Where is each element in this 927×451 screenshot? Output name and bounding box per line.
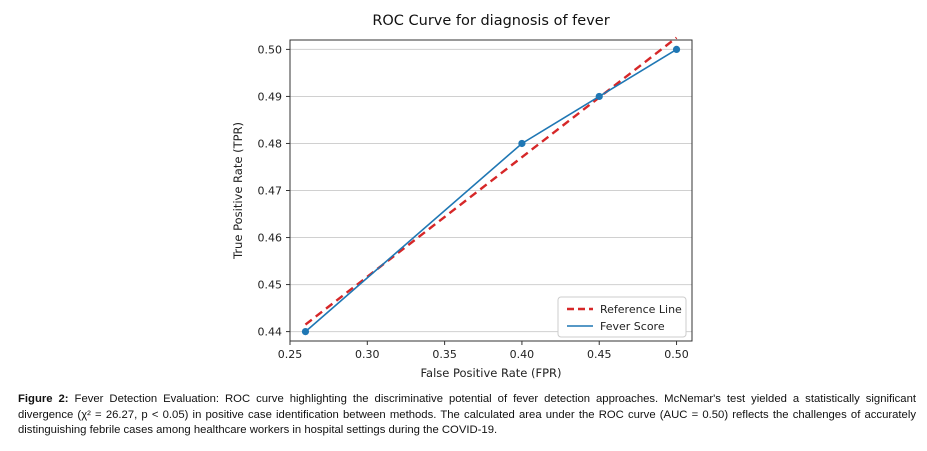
y-tick-label: 0.50 (258, 43, 283, 56)
roc-chart: ROC Curve for diagnosis of fever 0.440.4… (231, 13, 693, 380)
fever-score-point (672, 45, 681, 54)
x-tick-label: 0.35 (432, 348, 457, 361)
caption-text: Fever Detection Evaluation: ROC curve hi… (18, 393, 917, 436)
series-layer (301, 36, 681, 336)
x-tick-label: 0.30 (355, 348, 380, 361)
legend-fever-label: Fever Score (600, 320, 665, 333)
x-axis-title: False Positive Rate (FPR) (420, 366, 561, 380)
fever-score-line (304, 48, 677, 333)
reference-line (304, 36, 678, 326)
legend-box (557, 296, 687, 338)
y-tick-label: 0.45 (258, 279, 283, 292)
x-tick-label: 0.50 (664, 348, 689, 361)
fever-score-point (301, 327, 310, 336)
fever-score-point (518, 139, 526, 148)
legend: Reference Line Fever Score (557, 296, 687, 338)
figure-caption: Figure 2: Fever Detection Evaluation: RO… (18, 392, 916, 439)
tick-layer: 0.44 0.45 0.46 0.47 0.48 0.49 0.50 0.25 0.30 0.35… (258, 43, 689, 361)
y-axis-title: True Positive Rate (TPR) (231, 122, 245, 260)
y-tick-label: 0.46 (258, 232, 283, 245)
x-tick-label: 0.45 (587, 348, 612, 361)
y-tick-label: 0.49 (258, 90, 283, 103)
caption-label: Figure 2: (18, 393, 69, 405)
y-tick-label: 0.44 (258, 326, 283, 339)
x-tick-label: 0.25 (278, 348, 303, 361)
chart-title: ROC Curve for diagnosis of fever (372, 13, 609, 29)
x-tick-label: 0.40 (510, 348, 535, 361)
y-tick-label: 0.47 (258, 185, 283, 198)
fever-score-point (595, 92, 603, 101)
legend-reference-label: Reference Line (600, 303, 682, 316)
y-tick-label: 0.48 (258, 137, 283, 150)
